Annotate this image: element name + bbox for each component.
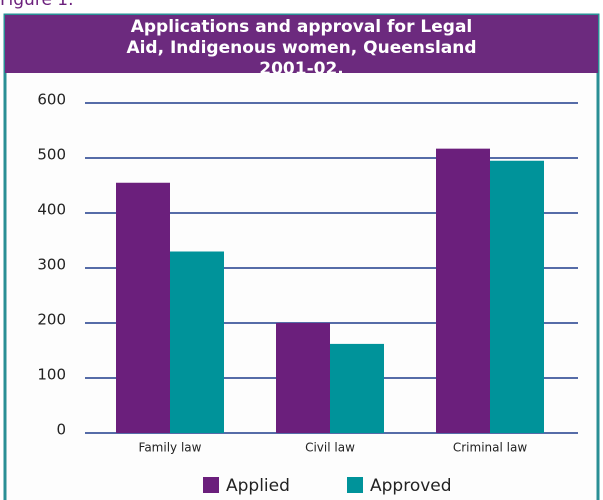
y-tick-label: 500 xyxy=(37,146,66,164)
title-bar xyxy=(5,15,598,73)
bar xyxy=(330,343,384,433)
y-tick-label: 400 xyxy=(37,201,66,219)
legend-swatch xyxy=(203,477,219,493)
bar xyxy=(170,251,224,433)
bar xyxy=(436,148,490,433)
y-tick-label: 100 xyxy=(37,366,66,384)
bar xyxy=(276,323,330,433)
chart-title: Applications and approval for Legal Aid,… xyxy=(126,17,477,79)
y-tick-label: 200 xyxy=(37,311,66,329)
x-tick-label: Family law xyxy=(139,441,202,455)
chart-title-box: Applications and approval for Legal Aid,… xyxy=(0,17,603,80)
y-tick-label: 0 xyxy=(56,421,66,439)
x-tick-label: Criminal law xyxy=(453,441,527,455)
y-tick-label: 600 xyxy=(37,91,66,109)
legend-label: Applied xyxy=(226,476,290,496)
legend-swatch xyxy=(347,477,363,493)
x-tick-label: Civil law xyxy=(305,441,355,455)
legend-label: Approved xyxy=(370,476,452,496)
y-tick-label: 300 xyxy=(37,256,66,274)
bar xyxy=(116,182,170,433)
figure-label: Figure 1. xyxy=(0,0,74,10)
bar xyxy=(490,160,544,433)
